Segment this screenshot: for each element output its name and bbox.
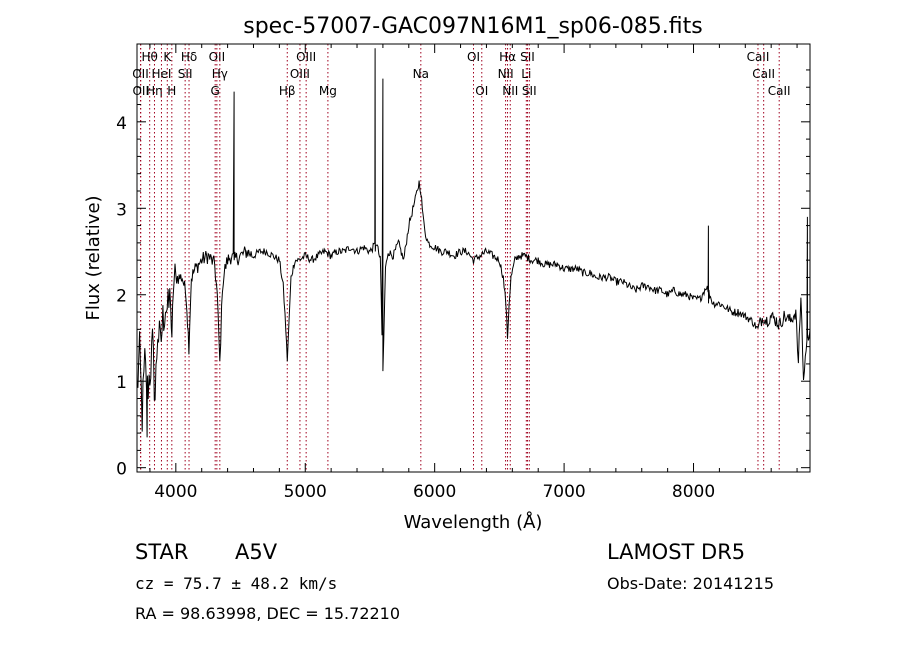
object-class: STAR <box>135 540 189 564</box>
y-tick-label-0: 0 <box>116 460 127 480</box>
x-tick-label-3: 7000 <box>542 482 585 502</box>
x-tick-label-4: 8000 <box>672 482 715 502</box>
redshift-text: cz = 75.7 ± 48.2 km/s <box>135 574 338 593</box>
line-label-10: Hγ <box>212 67 228 81</box>
line-label-5: K <box>163 50 172 64</box>
coordinates-text: RA = 98.63998, DEC = 15.72210 <box>135 604 401 623</box>
line-label-8: SII <box>178 67 193 81</box>
y-axis-label: Flux (relative) <box>83 195 104 320</box>
x-tick-label-2: 6000 <box>413 482 456 502</box>
line-label-26: CaII <box>752 67 775 81</box>
line-label-16: Na <box>413 67 429 81</box>
survey-label: LAMOST DR5 <box>607 540 746 564</box>
line-label-25: CaII <box>747 50 770 64</box>
chart-title: spec-57007-GAC097N16M1_sp06-085.fits <box>243 14 703 39</box>
line-label-17: OI <box>467 50 480 64</box>
line-label-21: NII <box>502 84 518 98</box>
y-tick-label-4: 4 <box>116 114 127 134</box>
line-label-1: OII <box>132 67 149 81</box>
line-label-15: Mg <box>319 84 337 98</box>
line-label-18: OI <box>475 84 488 98</box>
line-label-24: SII <box>522 84 537 98</box>
obs-date-text: Obs-Date: 20141215 <box>607 574 775 593</box>
line-label-4: HeI <box>151 67 171 81</box>
line-label-3: Hη <box>146 84 163 98</box>
x-tick-label-1: 5000 <box>284 482 327 502</box>
y-tick-label-2: 2 <box>116 287 127 307</box>
y-tick-label-1: 1 <box>116 373 127 393</box>
line-label-13: OIII <box>290 67 310 81</box>
object-subclass: A5V <box>235 540 278 564</box>
line-label-12: Hβ <box>279 84 296 98</box>
y-tick-label-3: 3 <box>116 200 127 220</box>
plot-frame <box>136 43 811 473</box>
line-label-23: Li <box>521 67 531 81</box>
line-label-27: CaII <box>768 84 791 98</box>
line-label-0: Hθ <box>141 50 157 64</box>
line-label-9: OII <box>209 50 226 64</box>
axes: 4000 5000 6000 7000 8000 0 1 2 3 4 <box>116 44 810 502</box>
line-label-7: Hδ <box>181 50 197 64</box>
line-label-11: G <box>211 84 220 98</box>
x-tick-label-0: 4000 <box>154 482 197 502</box>
x-axis-label: Wavelength (Å) <box>404 511 543 533</box>
line-label-14: OIII <box>296 50 316 64</box>
line-label-22: SII <box>520 50 535 64</box>
line-label-19: Hα <box>499 50 516 64</box>
line-label-6: H <box>167 84 176 98</box>
line-label-20: NII <box>498 67 514 81</box>
spectrum-line <box>136 48 811 438</box>
spectrum-line-group <box>136 48 811 438</box>
